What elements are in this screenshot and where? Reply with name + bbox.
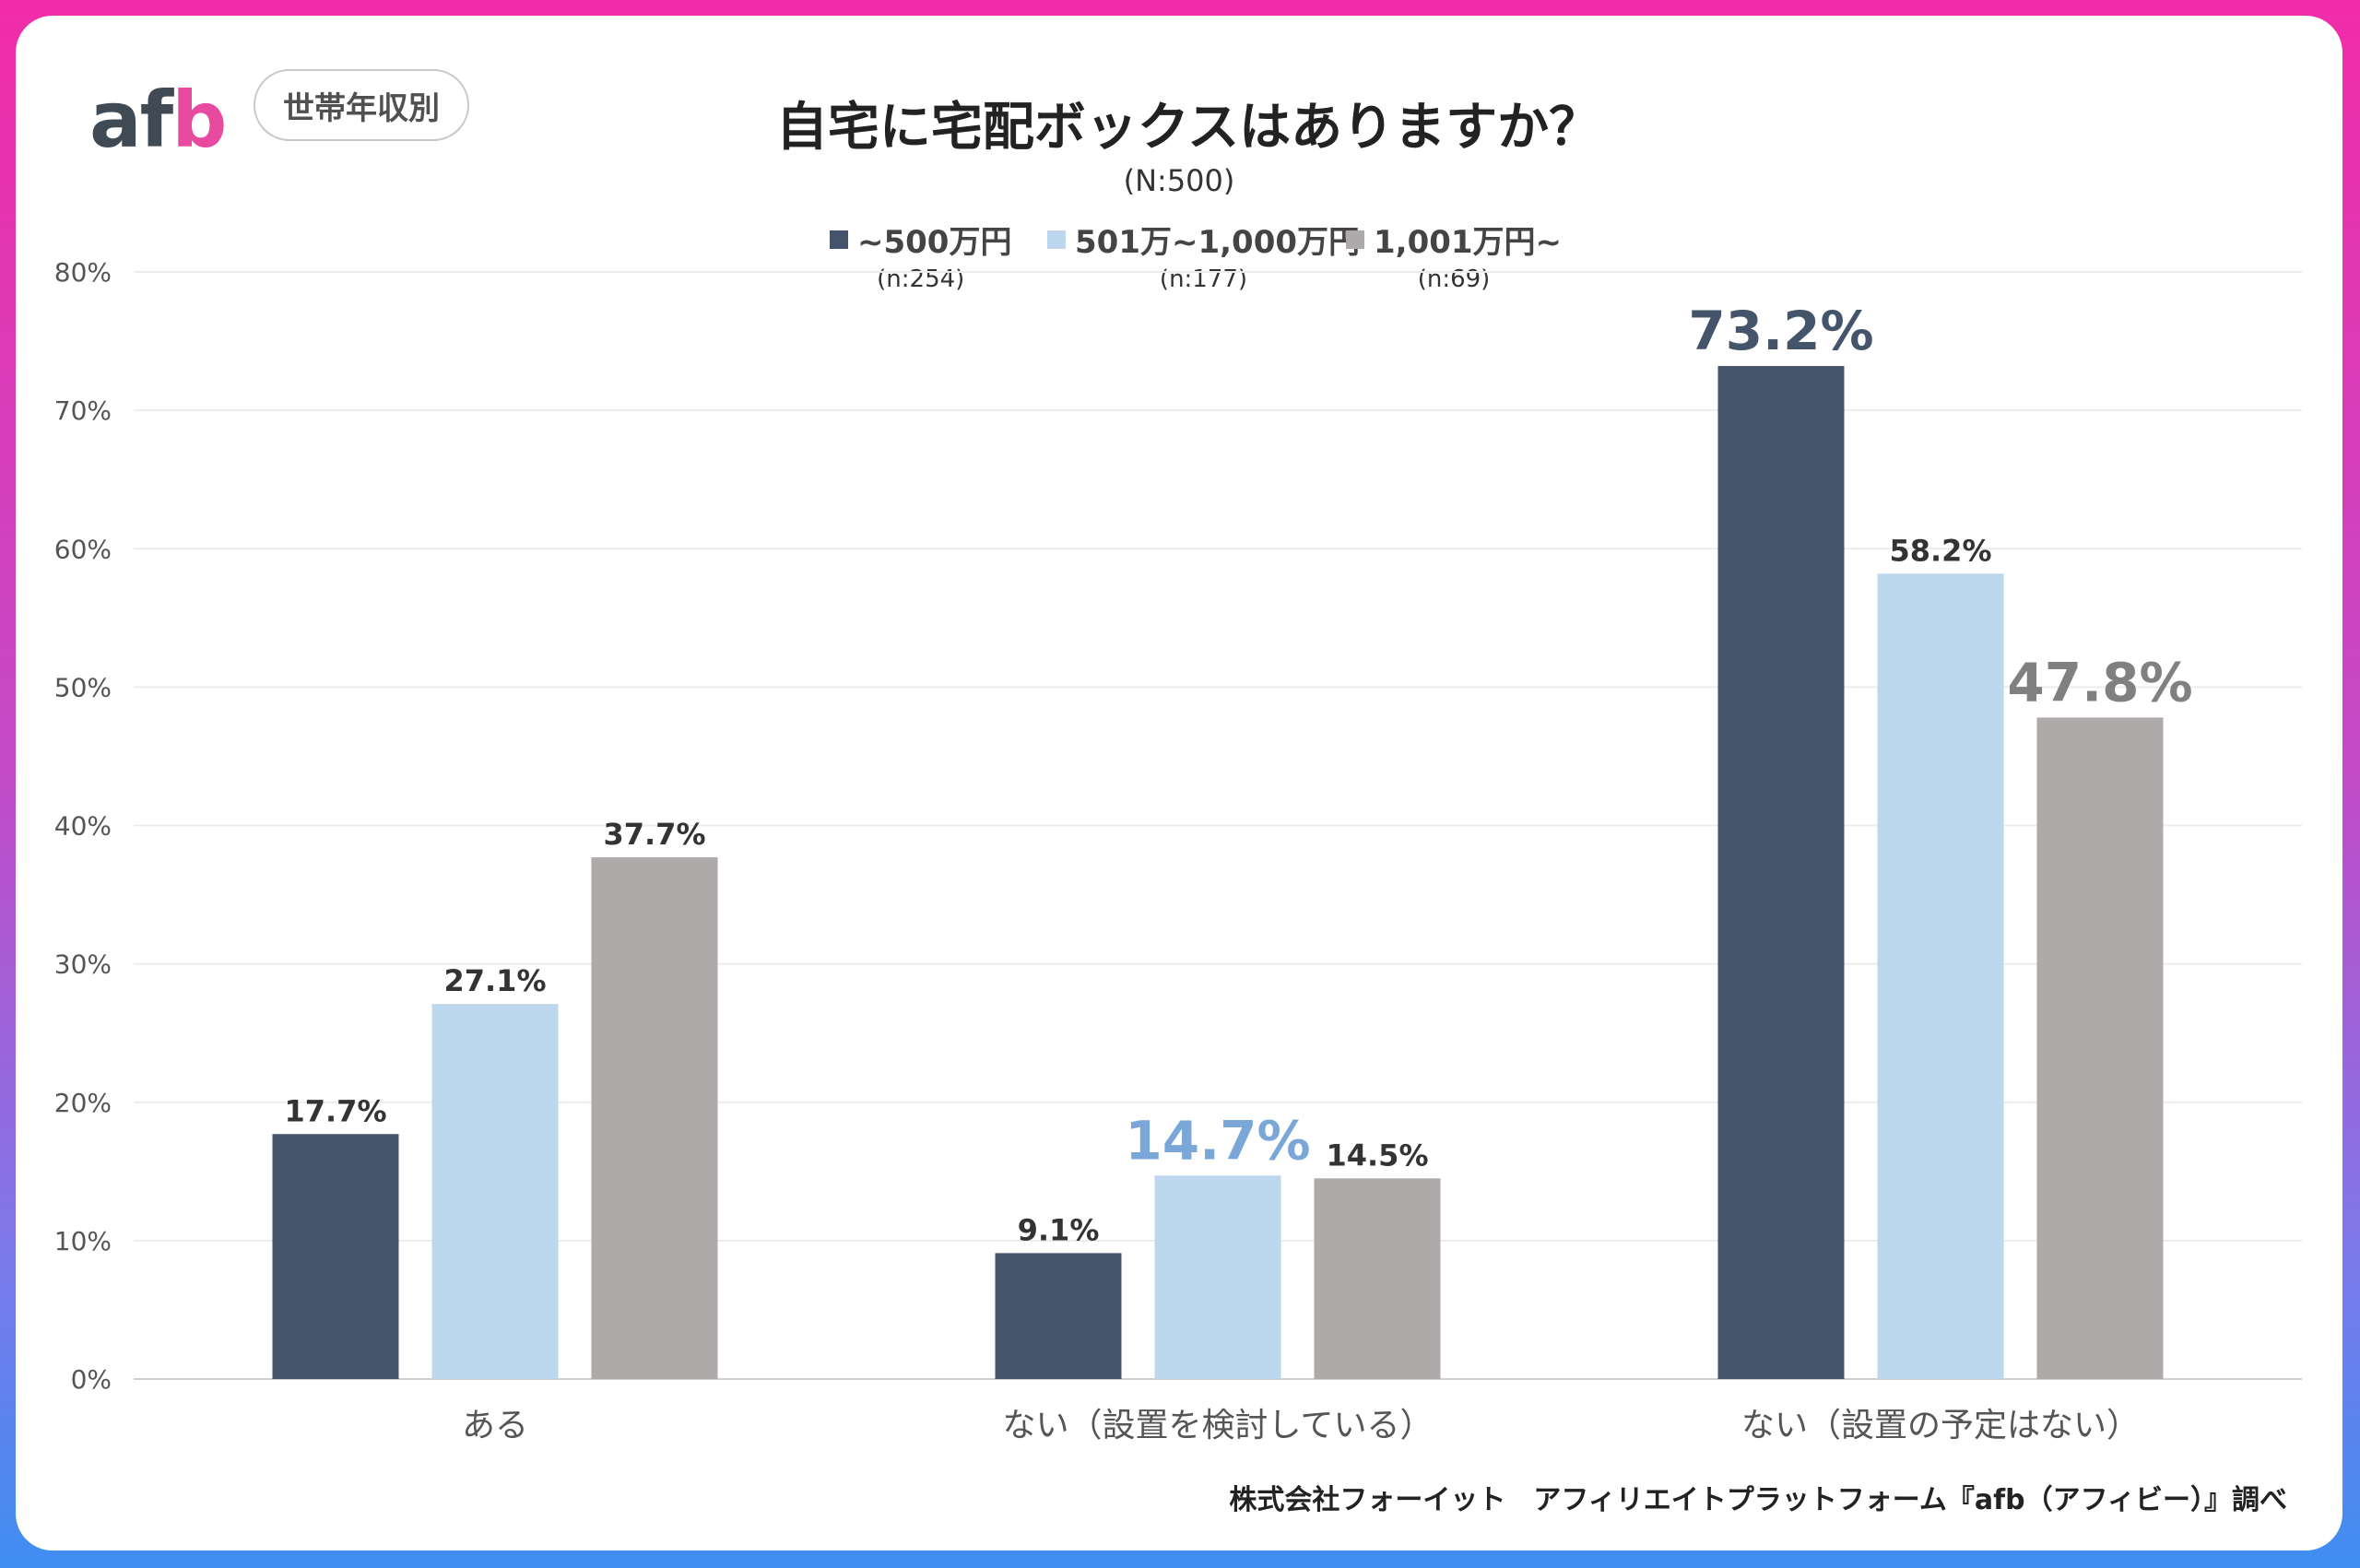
legend-item-3: 1,001万円~ (n:69) — [1346, 217, 1562, 293]
legend-item-1: ~500万円 (n:254) — [830, 217, 1011, 293]
bar — [995, 1253, 1122, 1379]
y-tick-label: 10% — [54, 1226, 112, 1256]
data-label: 37.7% — [603, 817, 705, 852]
data-label: 14.7% — [1125, 1109, 1310, 1172]
legend-n-1: (n:254) — [877, 265, 965, 293]
bar — [1717, 366, 1845, 1380]
source-credit: 株式会社フォーイット アフィリエイトプラットフォーム『afb（アフィビー）』調べ — [1229, 1484, 2287, 1516]
legend-swatch-1 — [830, 230, 848, 249]
data-label: 9.1% — [1018, 1212, 1100, 1247]
y-tick-label: 0% — [71, 1364, 112, 1395]
chart-subtitle: (N:500) — [1123, 163, 1235, 198]
legend-label-3: 1,001万円~ — [1374, 224, 1563, 261]
legend-swatch-2 — [1047, 230, 1066, 249]
data-label: 14.5% — [1326, 1138, 1428, 1173]
logo-text: af — [89, 75, 173, 165]
legend-n-3: (n:69) — [1417, 265, 1491, 293]
data-label: 73.2% — [1688, 300, 1873, 362]
bar — [1154, 1175, 1281, 1379]
data-label: 17.7% — [284, 1093, 386, 1128]
y-tick-label: 50% — [54, 672, 112, 702]
chart-title: 自宅に宅配ボックスはありますか？ — [775, 98, 1601, 158]
bar-chart: 0% 10% 20% 30% 40% 50% 60% 70% 80% 17.7% 27.1% 37.7… — [54, 257, 2302, 1444]
chart-card: afb 世帯年収別 自宅に宅配ボックスはありますか？ (N:500) ~500万… — [16, 16, 2342, 1550]
y-tick-label: 70% — [54, 395, 112, 426]
legend-n-2: (n:177) — [1159, 265, 1248, 293]
legend: ~500万円 (n:254) 501万~1,000万円 (n:177) 1,00… — [16, 217, 2342, 293]
y-tick-label: 40% — [54, 811, 112, 842]
bar — [1314, 1178, 1441, 1379]
category-label: ない（設置の予定はない） — [1741, 1407, 2140, 1444]
legend-item-2: 501万~1,000万円 (n:177) — [1047, 217, 1360, 293]
afb-logo: afb — [89, 69, 227, 171]
bar — [591, 857, 718, 1379]
legend-swatch-3 — [1346, 230, 1364, 249]
bar — [1877, 573, 2004, 1379]
segment-badge: 世帯年収別 — [254, 69, 469, 141]
y-tick-label: 60% — [54, 534, 112, 564]
y-tick-label: 20% — [54, 1088, 112, 1118]
logo-text-b: b — [171, 75, 227, 165]
bar — [2036, 717, 2164, 1379]
y-tick-label: 80% — [54, 257, 112, 288]
data-label: 27.1% — [443, 963, 546, 998]
data-label: 47.8% — [2007, 651, 2192, 713]
bar — [431, 1004, 559, 1379]
legend-label-2: 501万~1,000万円 — [1075, 224, 1361, 261]
y-tick-label: 30% — [54, 949, 112, 980]
data-label: 58.2% — [1889, 533, 1991, 568]
legend-label-1: ~500万円 — [857, 224, 1012, 261]
category-label: ない（設置を検討している） — [1003, 1407, 1434, 1444]
category-label: ある — [462, 1407, 528, 1444]
bar — [272, 1134, 399, 1379]
